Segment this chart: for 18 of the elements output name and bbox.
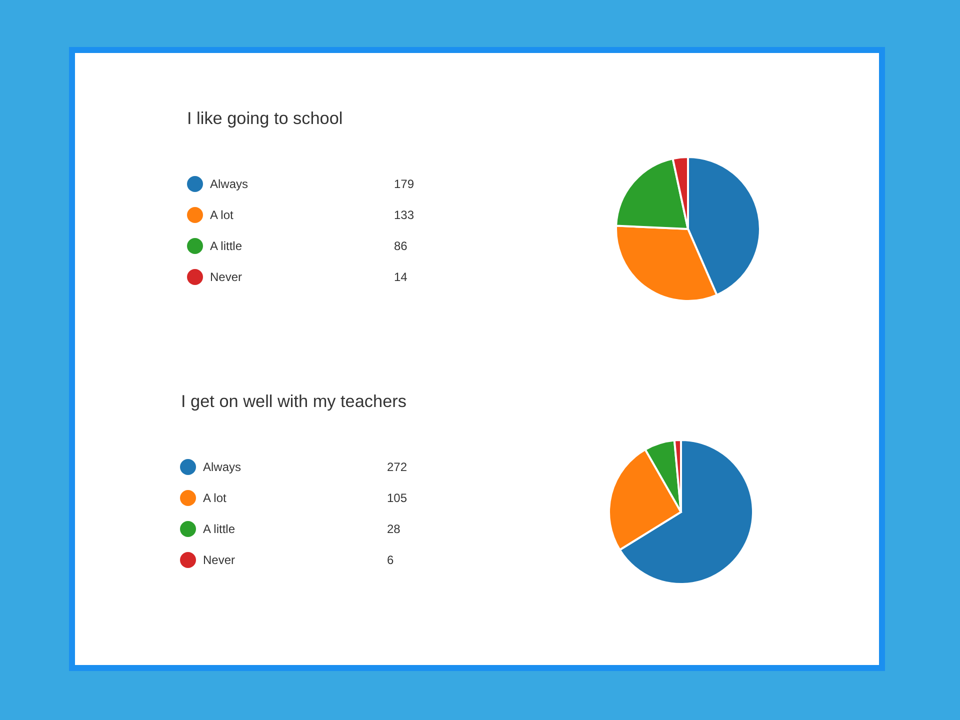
- data-label: 6: [387, 552, 394, 568]
- data-label: 105: [387, 490, 408, 506]
- data-label: 86: [394, 238, 408, 254]
- legend-label: A lot: [210, 208, 234, 222]
- legend-label: Never: [210, 270, 242, 284]
- legend-label: Never: [203, 552, 236, 568]
- data-label: 272: [387, 460, 408, 474]
- legend-label: A little: [210, 238, 242, 254]
- chart-title: I get on well with my teachers: [181, 390, 406, 412]
- data-label: 28: [387, 522, 400, 536]
- data-label: 133: [394, 208, 414, 222]
- legend-label: A little: [203, 522, 236, 536]
- legend-label: Always: [203, 460, 242, 474]
- data-label: 14: [394, 270, 408, 284]
- legend-label: A lot: [203, 490, 226, 506]
- chart-title: I like going to school: [187, 107, 343, 129]
- legend-label: Always: [210, 176, 248, 192]
- data-label: 179: [394, 176, 414, 192]
